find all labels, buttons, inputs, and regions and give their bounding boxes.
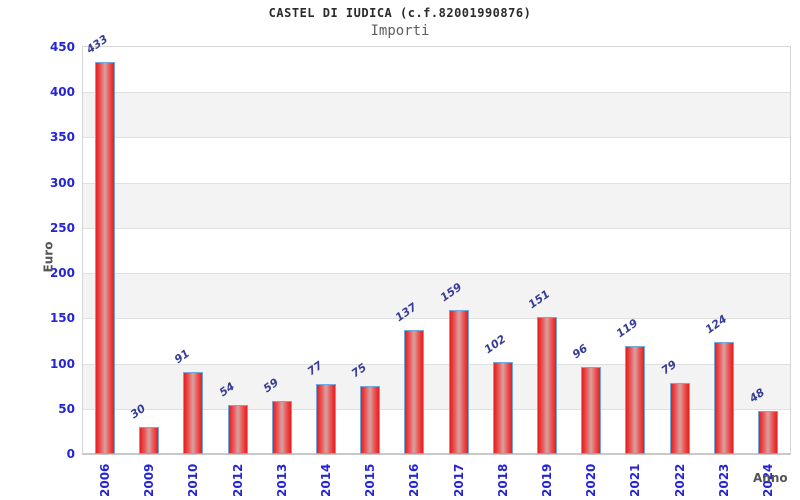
- x-axis-label: Anno: [753, 471, 788, 485]
- plot-band: [83, 228, 790, 273]
- x-tick-label: 2010: [186, 463, 201, 497]
- x-tick-label: 2021: [628, 463, 643, 497]
- gridline: [83, 182, 790, 184]
- gridline: [83, 137, 790, 139]
- x-tick-label: 2020: [584, 463, 599, 497]
- bar: [492, 361, 513, 454]
- y-tick-label: 250: [49, 220, 75, 235]
- chart-title: CASTEL DI IUDICA (c.f.82001990876): [268, 6, 532, 20]
- bar: [271, 400, 292, 454]
- x-tick-label: 2022: [672, 463, 687, 497]
- x-tick-label: 2006: [98, 463, 113, 497]
- plot-band: [83, 182, 790, 228]
- x-tick-label: 2019: [539, 463, 554, 497]
- y-axis-label: Euro: [41, 241, 56, 273]
- bar: [669, 382, 690, 454]
- x-tick-label: 2016: [407, 463, 422, 497]
- bar: [183, 371, 204, 454]
- y-tick-label: 350: [49, 130, 75, 145]
- bar: [316, 384, 337, 454]
- plot-band: [83, 273, 790, 319]
- y-tick-label: 300: [49, 175, 75, 190]
- gridline: [83, 92, 790, 94]
- x-tick-label: 2018: [495, 463, 510, 497]
- y-tick-label: 150: [49, 311, 75, 326]
- bar: [581, 367, 602, 454]
- y-tick-label: 450: [49, 40, 75, 54]
- bar: [536, 317, 557, 454]
- x-tick-label: 2014: [319, 463, 334, 497]
- x-tick-label: 2015: [363, 463, 378, 497]
- x-tick-label: 2013: [274, 463, 289, 497]
- x-tick-label: 2023: [716, 463, 731, 497]
- bar: [139, 426, 160, 454]
- y-tick-label: 200: [49, 266, 75, 281]
- x-tick-label: 2017: [451, 463, 466, 497]
- gridline: [83, 363, 790, 365]
- y-tick-label: 100: [49, 356, 75, 371]
- bar: [757, 410, 778, 454]
- gridline: [83, 318, 790, 320]
- gridline: [83, 408, 790, 410]
- x-tick-label: 2012: [230, 463, 245, 497]
- plot-band: [83, 137, 790, 182]
- plot-band: [83, 92, 790, 138]
- bar: [404, 330, 425, 454]
- y-tick-label: 0: [66, 447, 75, 461]
- bar: [448, 310, 469, 454]
- bar: [360, 386, 381, 454]
- x-tick-label: 2009: [142, 463, 157, 497]
- bar: [95, 62, 116, 454]
- plot-band: [83, 47, 790, 92]
- bar: [713, 341, 734, 454]
- y-tick-label: 50: [58, 401, 75, 416]
- gridline: [83, 273, 790, 275]
- bar: [227, 405, 248, 454]
- chart-subtitle: Importi: [370, 23, 430, 39]
- y-tick-label: 400: [49, 85, 75, 100]
- bar: [625, 346, 646, 454]
- gridline: [83, 227, 790, 229]
